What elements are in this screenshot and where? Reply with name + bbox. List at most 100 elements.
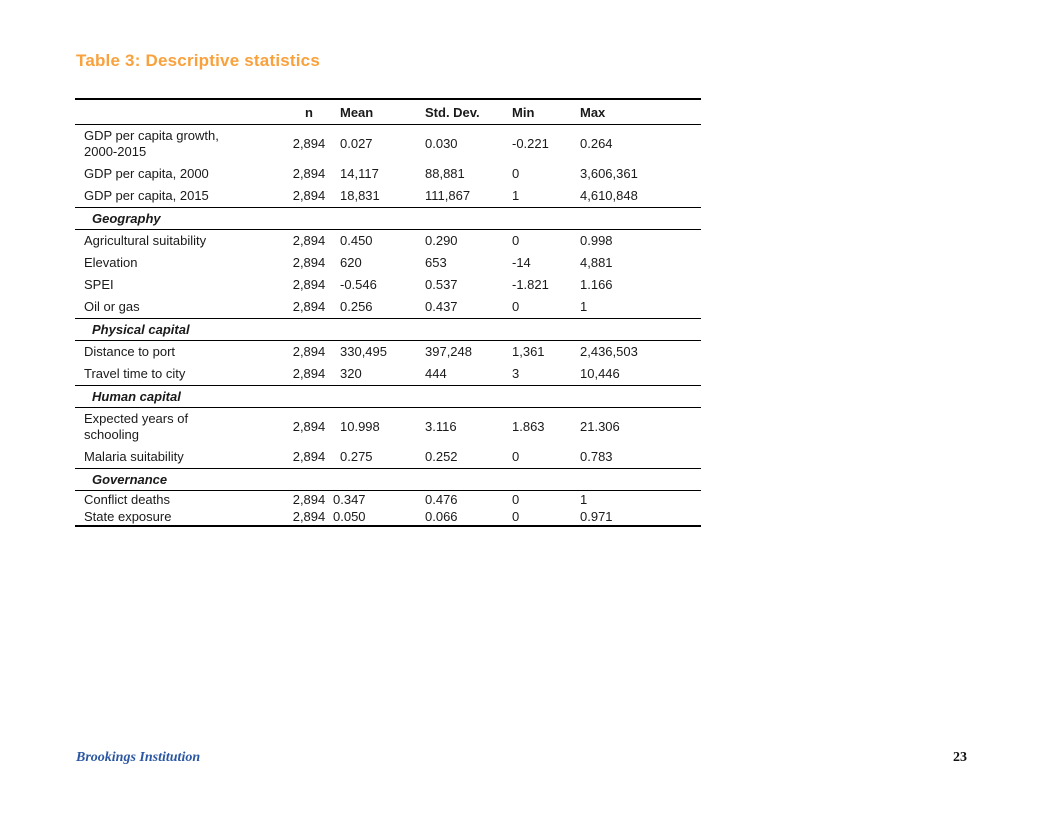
cell-min: 3 xyxy=(512,366,520,381)
table-row: Conflict deaths 2,894 0.347 0.476 0 1 xyxy=(75,491,701,509)
cell-n: 2,894 xyxy=(292,299,326,314)
cell-mean: 10.998 xyxy=(340,419,380,434)
cell-mean: 320 xyxy=(340,366,362,381)
cell-std: 444 xyxy=(425,366,447,381)
table-header: n Mean Std. Dev. Min Max xyxy=(75,99,701,125)
header-row: n Mean Std. Dev. Min Max xyxy=(75,99,701,125)
cell-n: 2,894 xyxy=(292,136,326,151)
footer-page-number: 23 xyxy=(953,750,967,765)
row-label: Agricultural suitability xyxy=(84,233,207,248)
cell-max: 10,446 xyxy=(580,366,620,381)
row-label: Elevation xyxy=(84,255,138,270)
section-header-row: Geography xyxy=(75,207,701,230)
descriptive-statistics-table: n Mean Std. Dev. Min Max GDP per capita … xyxy=(75,98,701,527)
section-header-row: Human capital xyxy=(75,385,701,408)
stats-table-body: GDP per capita growth, 2000-2015 2,894 0.0… xyxy=(75,125,701,527)
cell-mean: -0.546 xyxy=(340,277,377,292)
cell-n: 2,894 xyxy=(292,233,326,248)
table-row: GDP per capita, 2015 2,894 18,831 111,867 1 4… xyxy=(75,185,701,208)
cell-max: 1 xyxy=(580,299,588,314)
table-row: GDP per capita, 2000 2,894 14,117 88,881 0 3,… xyxy=(75,163,701,185)
table-row: GDP per capita growth, 2000-2015 2,894 0.0… xyxy=(75,125,701,164)
cell-min: 0 xyxy=(512,299,520,314)
cell-std: 0.437 xyxy=(425,299,458,314)
row-label: GDP per capita, 2015 xyxy=(84,188,209,203)
cell-mean: 330,495 xyxy=(340,344,387,359)
table-row: Agricultural suitability 2,894 0.450 0.290 0… xyxy=(75,230,701,253)
cell-min: 0 xyxy=(512,492,520,507)
cell-std: 0.537 xyxy=(425,277,458,292)
cell-min: 0 xyxy=(512,233,520,248)
cell-std: 0.066 xyxy=(425,509,458,524)
table-row: State exposure 2,894 0.050 0.066 0 0.971 xyxy=(75,508,701,526)
header-max: Max xyxy=(580,99,701,125)
cell-std: 88,881 xyxy=(425,166,465,181)
cell-min: -14 xyxy=(512,255,531,270)
footer-organization: Brookings Institution xyxy=(76,750,201,765)
cell-min: 1.863 xyxy=(512,419,545,434)
table-row: Travel time to city 2,894 320 444 3 10,446 xyxy=(75,363,701,386)
cell-min: 0 xyxy=(512,166,520,181)
table-row: Oil or gas 2,894 0.256 0.437 0 1 xyxy=(75,296,701,319)
row-label: Oil or gas xyxy=(84,299,140,314)
cell-n: 2,894 xyxy=(292,366,326,381)
cell-max: 21.306 xyxy=(580,419,620,434)
row-label: Travel time to city xyxy=(84,366,186,381)
section-header-row: Governance xyxy=(75,468,701,491)
cell-mean: 0.275 xyxy=(340,449,373,464)
cell-min: 1,361 xyxy=(512,344,545,359)
header-min: Min xyxy=(512,99,580,125)
cell-n: 2,894 xyxy=(292,277,326,292)
header-std-dev: Std. Dev. xyxy=(425,99,512,125)
section-header-label: Governance xyxy=(75,468,701,491)
cell-max: 0.971 xyxy=(580,509,613,524)
cell-n: 2,894 xyxy=(292,255,326,270)
cell-max: 3,606,361 xyxy=(580,166,638,181)
cell-max: 0.998 xyxy=(580,233,613,248)
row-label: SPEI xyxy=(84,277,114,292)
header-mean: Mean xyxy=(333,99,425,125)
row-label: Expected years of schooling xyxy=(84,411,189,442)
cell-n: 2,894 xyxy=(292,344,326,359)
cell-min: 0 xyxy=(512,449,520,464)
page-title: Table 3: Descriptive statistics xyxy=(76,51,320,70)
cell-min: 0 xyxy=(512,509,520,524)
row-label: Conflict deaths xyxy=(84,492,170,507)
table-row: Distance to port 2,894 330,495 397,248 1,361… xyxy=(75,341,701,364)
header-n: n xyxy=(285,99,333,125)
cell-std: 0.290 xyxy=(425,233,458,248)
cell-std: 0.252 xyxy=(425,449,458,464)
cell-max: 0.264 xyxy=(580,136,613,151)
row-label: GDP per capita growth, 2000-2015 xyxy=(84,128,219,159)
row-label: Distance to port xyxy=(84,344,176,359)
cell-mean: 0.256 xyxy=(340,299,373,314)
cell-mean: 620 xyxy=(340,255,362,270)
table-row: Elevation 2,894 620 653 -14 4,881 xyxy=(75,252,701,274)
cell-n: 2,894 xyxy=(292,449,326,464)
cell-n: 2,894 xyxy=(292,509,326,524)
header-variable xyxy=(75,99,285,125)
cell-max: 1.166 xyxy=(580,277,613,292)
cell-mean: 0.027 xyxy=(340,136,373,151)
cell-n: 2,894 xyxy=(292,492,326,507)
section-header-row: Physical capital xyxy=(75,318,701,341)
cell-n: 2,894 xyxy=(292,188,326,203)
cell-max: 0.783 xyxy=(580,449,613,464)
cell-std: 0.476 xyxy=(425,492,458,507)
row-label: State exposure xyxy=(84,509,172,524)
section-header-label: Human capital xyxy=(75,385,701,408)
cell-std: 0.030 xyxy=(425,136,458,151)
cell-std: 653 xyxy=(425,255,447,270)
cell-mean: 0.050 xyxy=(333,509,366,524)
table-row: SPEI 2,894 -0.546 0.537 -1.821 1.166 xyxy=(75,274,701,296)
cell-std: 111,867 xyxy=(425,188,471,203)
cell-max: 4,881 xyxy=(580,255,613,270)
cell-mean: 18,831 xyxy=(340,188,380,203)
row-label: Malaria suitability xyxy=(84,449,184,464)
row-label: GDP per capita, 2000 xyxy=(84,166,209,181)
cell-n: 2,894 xyxy=(292,419,326,434)
cell-max: 1 xyxy=(580,492,588,507)
cell-std: 3.116 xyxy=(425,419,457,434)
cell-mean: 0.450 xyxy=(340,233,373,248)
